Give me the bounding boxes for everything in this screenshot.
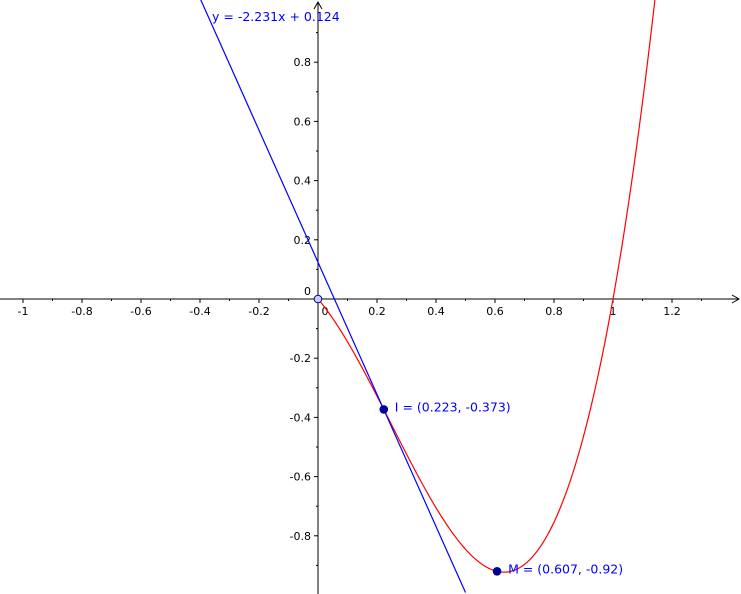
point-label: M = (0.607, -0.92) — [508, 561, 623, 576]
x-tick-label: -0.8 — [71, 305, 92, 318]
tangent-line-label: y = -2.231x + 0.124 — [212, 9, 340, 24]
points — [313, 294, 502, 576]
point-marker — [379, 405, 389, 414]
x-tick-label: 0.6 — [486, 305, 504, 318]
x-tick-label: -1 — [18, 305, 29, 318]
x-tick-label: 0.4 — [427, 305, 445, 318]
y-tick-label: -0.6 — [290, 471, 311, 484]
x-tick-label: 1.2 — [663, 305, 681, 318]
y-tick-label: -0.8 — [290, 530, 311, 543]
y-tick-label: -0.2 — [290, 352, 311, 365]
x-tick-label: -0.4 — [189, 305, 210, 318]
x-tick-label: 0.8 — [545, 305, 563, 318]
y-tick-label: 0.6 — [294, 115, 312, 128]
y-tick-label: 0.8 — [294, 56, 312, 69]
point-marker — [492, 567, 502, 576]
cubic-curve — [317, 0, 656, 573]
y-tick-label: -0.4 — [290, 411, 311, 424]
curves — [200, 0, 656, 593]
y-tick-label: 0.4 — [294, 175, 312, 188]
x-tick-label: 0.2 — [368, 305, 386, 318]
labels: y = -2.231x + 0.124 I = (0.223, -0.373) M … — [212, 9, 623, 576]
point-label: I = (0.223, -0.373) — [395, 399, 511, 414]
origin-y-label: 0 — [304, 285, 311, 298]
y-axis-arrow — [313, 0, 323, 10]
x-tick-label: 1 — [610, 305, 617, 318]
origin-point-marker — [313, 294, 323, 304]
tangent-line — [200, 0, 467, 593]
x-tick-label: -0.6 — [130, 305, 151, 318]
origin-x-label: 0 — [322, 305, 329, 318]
x-tick-label: -0.2 — [248, 305, 269, 318]
x-axis-arrow — [731, 294, 741, 304]
